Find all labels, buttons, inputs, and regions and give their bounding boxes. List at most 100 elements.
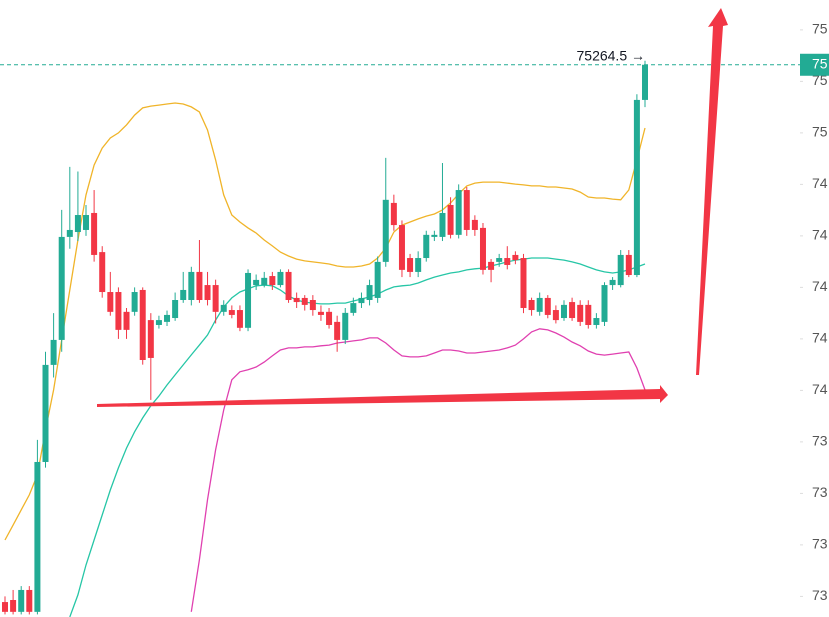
candle-body: [2, 602, 8, 612]
candle-body: [342, 312, 349, 340]
candle-body: [285, 271, 292, 301]
y-tick-label: 75: [812, 72, 828, 88]
candle-body: [83, 215, 90, 230]
candle-body: [544, 297, 551, 315]
annotation-arrow-horizontal: [97, 385, 668, 407]
candle-body: [585, 304, 592, 325]
candle-body: [398, 225, 405, 270]
price-axis: [800, 0, 829, 617]
candle-body: [115, 292, 122, 330]
candle-body: [577, 304, 584, 322]
candle-body: [439, 212, 446, 237]
y-tick-label: 73: [812, 587, 828, 603]
candle-body: [34, 461, 41, 612]
candle-body: [479, 227, 486, 270]
indicator-line: [4, 102, 646, 541]
candle-body: [447, 204, 454, 235]
candle-body: [131, 292, 138, 312]
candle-body: [366, 285, 373, 301]
last-price-label: 75264.5 →: [577, 47, 646, 63]
candle-body: [633, 99, 640, 276]
candle-body: [139, 289, 146, 361]
candle-body: [245, 272, 252, 328]
y-tick-label: 74: [812, 330, 828, 346]
candle-body: [196, 271, 203, 301]
candle-body: [463, 190, 470, 230]
candle-body: [569, 302, 576, 319]
candle-body: [309, 300, 316, 311]
candle-body: [552, 310, 559, 321]
candle-body: [212, 285, 219, 312]
candle-body: [496, 258, 503, 262]
candle-body: [107, 292, 114, 312]
candle-body: [220, 304, 227, 312]
y-tick-label: 74: [812, 381, 828, 397]
candle-body: [99, 252, 106, 293]
candle-body: [180, 289, 187, 301]
y-tick-label: 73: [812, 433, 828, 449]
y-tick-label: 75: [812, 21, 828, 37]
candle-body: [455, 190, 462, 235]
candle-body: [407, 258, 414, 272]
candle-body: [528, 300, 535, 311]
candle-body: [560, 304, 567, 319]
candle-body: [593, 318, 600, 325]
y-tick-label: 74: [812, 278, 828, 294]
candle-body: [471, 219, 478, 230]
candle-body: [228, 310, 235, 315]
candle-body: [155, 320, 162, 325]
y-tick-label: 73: [812, 536, 828, 552]
candle-body: [609, 279, 616, 286]
y-tick-label: 73: [812, 484, 828, 500]
candle-body: [625, 254, 632, 276]
candle-body: [512, 254, 519, 261]
candle-body: [617, 254, 624, 286]
candle-body: [601, 285, 608, 322]
annotation-arrow-vertical: [696, 8, 728, 375]
indicator-line: [69, 257, 646, 617]
price-axis-label: 75: [812, 55, 828, 71]
candle-body: [520, 258, 527, 308]
candle-body: [293, 297, 300, 303]
candle-body: [431, 234, 438, 237]
candle-body: [358, 297, 365, 304]
candle-body: [66, 229, 73, 237]
candle-body: [382, 199, 389, 262]
candle-body: [374, 261, 381, 298]
candle-body: [58, 236, 65, 340]
candle-body: [277, 271, 284, 286]
candle-body: [91, 212, 98, 255]
candle-body: [164, 314, 171, 322]
candle-body: [188, 271, 195, 301]
indicator-line: [190, 328, 646, 612]
price-axis-box: [800, 53, 829, 76]
candle-body: [74, 215, 81, 233]
candle-body: [172, 300, 179, 319]
plot-area: 75264.5 →: [0, 47, 800, 617]
candle-body: [390, 202, 397, 226]
candle-body: [50, 339, 57, 365]
candle-body: [123, 311, 130, 330]
candle-body: [488, 261, 495, 270]
candle-body: [350, 303, 357, 313]
y-tick-label: 74: [812, 227, 828, 243]
candle-body: [253, 279, 260, 286]
candle-body: [642, 64, 648, 100]
candle-body: [10, 600, 17, 612]
candle-body: [317, 311, 324, 315]
candle-body: [204, 285, 211, 301]
candle-body: [269, 276, 276, 286]
candle-body: [334, 321, 341, 340]
candle-body: [147, 320, 154, 358]
candle-body: [18, 589, 25, 612]
y-tick-label: 75: [812, 124, 828, 140]
candle-body: [326, 311, 333, 325]
candle-body: [261, 277, 268, 286]
candle-body: [236, 310, 243, 328]
candle-body: [423, 234, 430, 259]
candle-body: [42, 364, 49, 462]
candle-body: [536, 297, 543, 312]
candle-body: [415, 258, 422, 272]
